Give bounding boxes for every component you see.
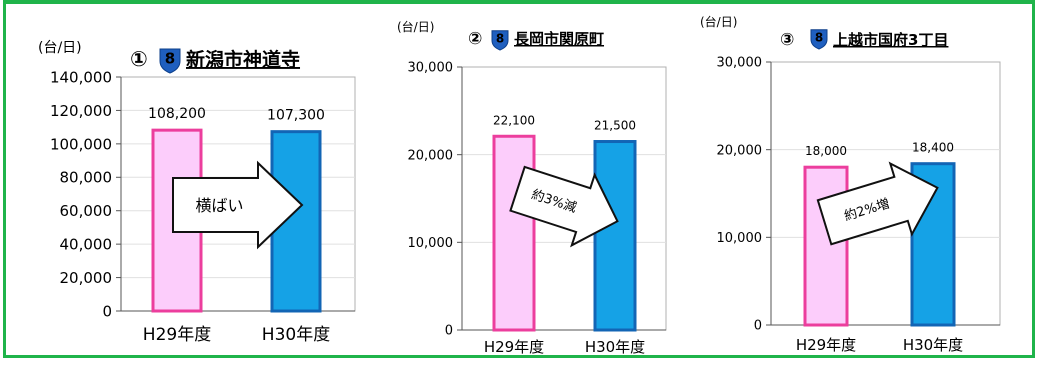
chart-title: 新潟市神道寺 <box>186 48 300 71</box>
y-tick-label: 140,000 <box>50 68 112 86</box>
y-tick-label: 100,000 <box>50 135 112 153</box>
route-number: 8 <box>165 50 175 68</box>
trend-arrow: 約3%減 <box>509 165 619 248</box>
chart-1: 0 20,000 40,000 60,000 80,000 100,000 120,000 1… <box>38 40 356 345</box>
route-number: 8 <box>496 31 504 45</box>
y-tick-label: 30,000 <box>408 61 454 76</box>
y-tick-label: 120,000 <box>50 102 112 120</box>
x-category-label: H29年度 <box>796 336 856 354</box>
chart-3: 0 10,000 20,000 30,000 18,000 H29年度 18,400 H30年… <box>700 14 1001 354</box>
chart-title: 長岡市関原町 <box>514 30 604 48</box>
y-tick-label: 10,000 <box>408 236 454 251</box>
route-8-shield-icon: 8 <box>810 29 828 50</box>
trend-arrow-shape <box>172 160 304 250</box>
chart-index: ③ <box>780 30 794 50</box>
chart-2: 0 10,000 20,000 30,000 22,100 H29年度 21,500 H30年… <box>397 19 667 356</box>
route-number: 8 <box>815 30 823 44</box>
green-frame <box>3 0 1035 358</box>
y-tick-label: 20,000 <box>717 143 763 158</box>
unit-label: (台/日) <box>38 40 82 56</box>
y-tick-label: 20,000 <box>408 148 454 163</box>
chart-index: ① <box>130 47 148 71</box>
trend-arrow: 横ばい <box>172 160 304 250</box>
x-category-label: H29年度 <box>484 338 544 356</box>
bar-value-label: 18,000 <box>805 144 847 158</box>
bar-value-label: 107,300 <box>267 108 325 124</box>
chart-index: ② <box>468 29 482 49</box>
y-tick-label: 0 <box>445 324 453 339</box>
y-tick-label: 0 <box>102 302 112 320</box>
route-8-shield-icon: 8 <box>491 30 509 51</box>
y-tick-label: 80,000 <box>60 169 113 187</box>
y-tick-label: 40,000 <box>60 236 113 254</box>
trend-arrow-label: 横ばい <box>195 196 243 215</box>
trend-arrow-shape <box>816 161 939 246</box>
y-tick-label: 0 <box>754 319 762 334</box>
x-category-label: H29年度 <box>143 325 211 345</box>
y-tick-label: 10,000 <box>717 231 763 246</box>
bar-value-label: 21,500 <box>594 119 636 133</box>
x-category-label: H30年度 <box>262 325 330 345</box>
trend-arrow: 約2%増 <box>816 161 939 246</box>
y-tick-label: 20,000 <box>60 269 113 287</box>
bar-value-label: 22,100 <box>493 113 535 127</box>
x-category-label: H30年度 <box>585 338 645 356</box>
x-category-label: H30年度 <box>903 336 963 354</box>
unit-label: (台/日) <box>397 19 434 34</box>
bar-value-label: 18,400 <box>912 141 954 155</box>
bar-value-label: 108,200 <box>148 106 206 122</box>
route-8-shield-icon: 8 <box>159 48 181 74</box>
bar-h30 <box>593 140 637 332</box>
y-tick-label: 60,000 <box>60 202 113 220</box>
chart-title: 上越市国府3丁目 <box>833 31 948 49</box>
trend-arrow-shape <box>509 165 619 248</box>
unit-label: (台/日) <box>700 14 737 29</box>
y-tick-label: 30,000 <box>717 56 763 71</box>
bar-h29 <box>492 134 536 332</box>
bar-h29 <box>803 165 849 327</box>
